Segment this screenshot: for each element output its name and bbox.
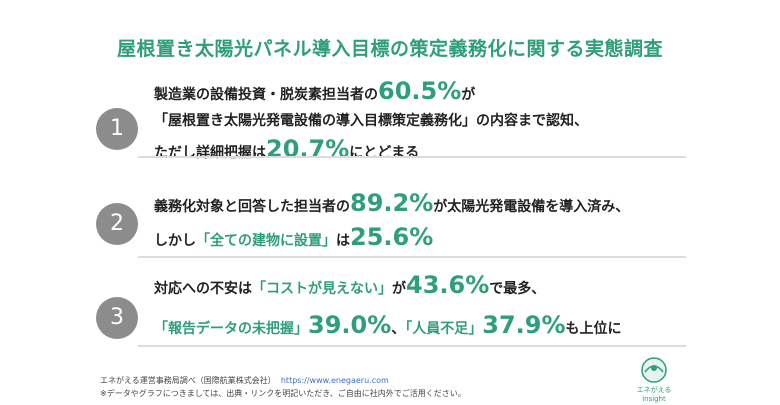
highlight-value: 37.9%	[482, 311, 566, 339]
highlight-value: 25.6%	[350, 223, 434, 251]
text: 、	[391, 321, 406, 337]
item-number-badge: 3	[96, 297, 138, 339]
text: は	[336, 233, 350, 249]
finding-line: 「屋根置き太陽光発電設備の導入目標策定義務化」の内容まで認知、	[154, 106, 588, 136]
page-title: 屋根置き太陽光パネル導入目標の策定義務化に関する実態調査	[116, 38, 663, 60]
text: で最多、	[489, 281, 546, 297]
quoted-text: 「人員不足」	[405, 321, 483, 337]
finding-line: 対応への不安は「コストが見えない」が43.6%で最多、	[154, 270, 545, 300]
divider	[138, 345, 686, 347]
text: も上位に	[565, 321, 622, 337]
text: しかし	[154, 233, 196, 249]
finding-line: 製造業の設備投資・脱炭素担当者の60.5%が	[154, 76, 475, 106]
highlight-value: 43.6%	[406, 271, 490, 299]
text: が太陽光発電設備を導入済み、	[433, 199, 630, 215]
quoted-text: 「報告データの未把握」	[154, 321, 308, 337]
divider	[138, 256, 686, 258]
text: ただし詳細把握は	[154, 145, 266, 161]
finding-line: ただし詳細把握は20.7%にとどまる	[154, 134, 419, 164]
finding-line: 義務化対象と回答した担当者の89.2%が太陽光発電設備を導入済み、	[154, 188, 629, 218]
text: 製造業の設備投資・脱炭素担当者の	[154, 87, 378, 103]
text: が	[461, 87, 476, 103]
logo-name: エネがえる	[636, 386, 672, 394]
highlight-value: 89.2%	[350, 189, 434, 217]
finding-line: 「報告データの未把握」39.0%、「人員不足」37.9%も上位に	[154, 310, 622, 340]
source-link[interactable]: https://www.enegaeru.com	[280, 376, 389, 385]
text: 義務化対象と回答した担当者の	[154, 199, 350, 215]
source-text: エネがえる運営事務局調べ（国際航業株式会社）	[100, 376, 276, 385]
text: 対応への不安は	[154, 281, 252, 297]
highlight-value: 20.7%	[266, 135, 350, 163]
text: が	[392, 281, 406, 297]
footer-source: エネがえる運営事務局調べ（国際航業株式会社） https://www.enega…	[100, 375, 389, 386]
highlight-value: 39.0%	[308, 311, 392, 339]
logo-sub: insight	[642, 395, 666, 403]
item-number-badge: 1	[96, 108, 138, 150]
quoted-text: 「コストが見えない」	[252, 281, 392, 297]
item-number-badge: 2	[96, 203, 138, 245]
text: にとどまる	[349, 145, 420, 161]
footer-note: ※データやグラフにつきましては、出典・リンクを明記いただき、ご自由に社内外でご活…	[100, 389, 466, 398]
quoted-text: 「全ての建物に設置」	[196, 233, 336, 249]
highlight-value: 60.5%	[378, 77, 462, 105]
text: 「屋根置き太陽光発電設備の導入目標策定義務化」の内容まで認知、	[154, 113, 588, 129]
divider	[138, 156, 686, 158]
finding-line: しかし「全ての建物に設置」は25.6%	[154, 222, 433, 252]
logo-label: エネがえる insight	[630, 385, 678, 403]
enegaeru-logo-icon	[641, 357, 667, 383]
